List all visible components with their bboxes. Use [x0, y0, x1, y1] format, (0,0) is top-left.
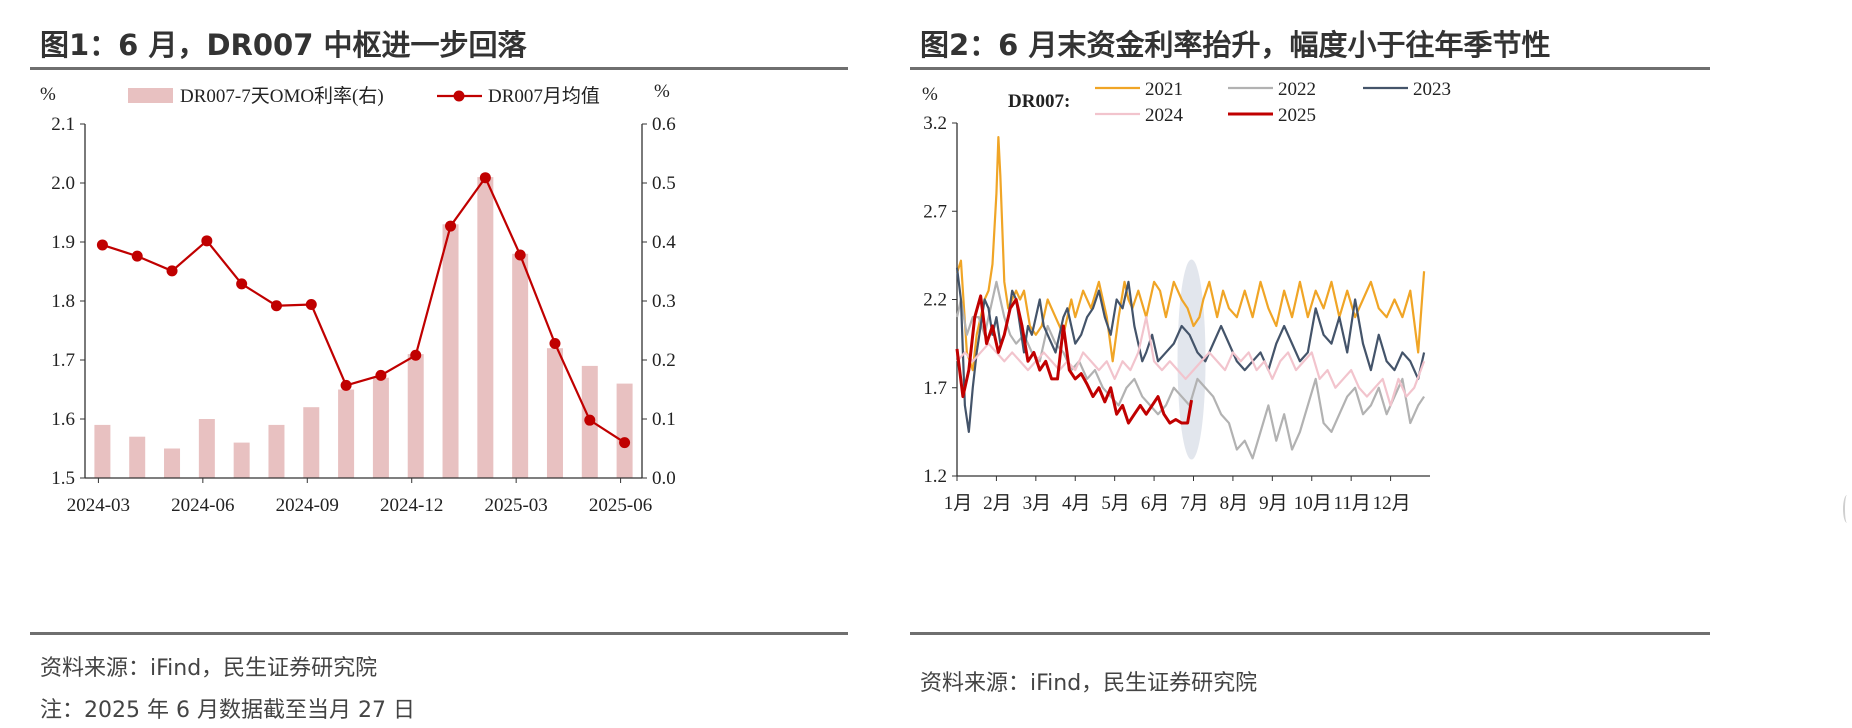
bar — [129, 436, 146, 478]
line-point — [131, 250, 143, 262]
left-tick-label: 1.6 — [51, 409, 75, 430]
line-point — [445, 220, 457, 232]
left-tick-label: 1.7 — [51, 350, 75, 371]
line-point — [340, 379, 352, 391]
x-tick-label: 10月 — [1294, 493, 1332, 514]
bar — [372, 377, 389, 478]
line-point — [305, 299, 317, 311]
right-tick-label: 0.2 — [652, 350, 676, 371]
bar — [94, 424, 111, 478]
left-axis-unit: % — [40, 84, 56, 105]
legend-label: 2023 — [1413, 79, 1451, 100]
right-tick-label: 0.4 — [652, 232, 676, 253]
line-point — [514, 249, 526, 261]
footer-rule — [30, 632, 848, 635]
line-point — [584, 414, 596, 426]
chart-title: 图1：6 月，DR007 中枢进一步回落 — [40, 28, 527, 62]
legend-label: DR007月均值 — [488, 85, 600, 107]
y-tick-label: 2.7 — [923, 201, 947, 222]
left-tick-label: 2.1 — [51, 114, 75, 135]
bar — [233, 442, 250, 478]
x-tick-label: 12月 — [1373, 493, 1411, 514]
x-tick-label: 2024-09 — [276, 495, 339, 516]
x-tick-label: 2024-06 — [171, 495, 234, 516]
right-tick-label: 0.3 — [652, 291, 676, 312]
y-tick-label: 1.2 — [923, 466, 947, 487]
x-tick-label: 4月 — [1062, 493, 1091, 514]
x-tick-label: 7月 — [1180, 493, 1209, 514]
x-tick-label: 3月 — [1023, 493, 1052, 514]
highlight-ellipse — [1177, 259, 1206, 460]
x-tick-label: 2月 — [983, 493, 1012, 514]
x-tick-label: 2024-12 — [380, 495, 443, 516]
series-line-2021 — [955, 136, 1426, 372]
y-tick-label: 3.2 — [923, 113, 947, 134]
left-tick-label: 2.0 — [51, 173, 75, 194]
right-tick-label: 0.6 — [652, 114, 676, 135]
series-line-2024 — [956, 316, 1426, 407]
bar — [303, 407, 320, 478]
x-tick-label: 2025-03 — [484, 495, 547, 516]
edge-decoration — [1843, 495, 1851, 523]
legend-swatch-bar — [128, 88, 173, 103]
bar — [407, 354, 424, 478]
x-tick-label: 11月 — [1334, 493, 1371, 514]
source-note: 资料来源：iFind，民生证券研究院 — [920, 671, 1258, 696]
bar — [268, 424, 285, 478]
x-tick-label: 9月 — [1259, 493, 1288, 514]
right-tick-label: 0.5 — [652, 173, 676, 194]
source-note: 资料来源：iFind，民生证券研究院 — [40, 656, 378, 681]
footnote: 注：2025 年 6 月数据截至当月 27 日 — [40, 698, 415, 723]
series-line-2022 — [955, 280, 1426, 460]
bar — [616, 383, 633, 478]
title-rule — [910, 67, 1710, 70]
y-axis-unit: % — [922, 84, 938, 105]
x-tick-label: 6月 — [1141, 493, 1170, 514]
x-tick-label: 2024-03 — [67, 495, 130, 516]
y-tick-label: 1.7 — [923, 378, 947, 399]
right-tick-label: 0.0 — [652, 468, 676, 489]
y-tick-label: 2.2 — [923, 290, 947, 311]
legend-swatch-marker — [453, 90, 465, 102]
left-tick-label: 1.9 — [51, 232, 75, 253]
x-tick-label: 2025-06 — [589, 495, 652, 516]
bar — [442, 224, 459, 478]
line-point — [410, 349, 422, 361]
series-line-2025 — [955, 294, 1194, 425]
chart-annotation: DR007: — [1008, 91, 1070, 112]
right-axis-unit: % — [654, 81, 670, 102]
line-point — [619, 437, 631, 449]
line-point — [96, 239, 108, 251]
x-tick-label: 1月 — [944, 493, 973, 514]
line-chart: 1.2 1.7 2.2 2.7 3.2% 1月 2月 3月 4月 5月 6月 7月 8月 9月 10月 11月… — [922, 79, 1451, 514]
bar — [477, 177, 494, 478]
legend-label: 2022 — [1278, 79, 1316, 100]
title-rule — [30, 67, 848, 70]
footer-rule — [910, 632, 1710, 635]
bar — [546, 348, 563, 478]
right-tick-label: 0.1 — [652, 409, 676, 430]
line-point — [479, 172, 491, 184]
legend-label: 2024 — [1145, 105, 1184, 126]
bar — [338, 389, 355, 478]
line-point — [166, 265, 178, 277]
bar — [512, 253, 529, 478]
left-tick-label: 1.5 — [51, 468, 75, 489]
legend-label: 2021 — [1145, 79, 1183, 100]
line-point — [549, 337, 561, 349]
line-series — [102, 175, 626, 444]
chart-title: 图2：6 月末资金利率抬升，幅度小于往年季节性 — [920, 28, 1551, 62]
legend-label: 2025 — [1278, 105, 1316, 126]
bar-line-chart: 1.5 1.6 1.7 1.8 1.9 2.0 2.1 0.0 0.1 0.2 0.3 0.4 0.5 0… — [40, 81, 676, 516]
left-tick-label: 1.8 — [51, 291, 75, 312]
line-point — [375, 369, 387, 381]
legend-label: DR007-7天OMO利率(右) — [180, 85, 384, 107]
bar — [198, 419, 215, 478]
line-point — [236, 278, 248, 290]
line-point — [270, 300, 282, 312]
x-tick-label: 5月 — [1101, 493, 1130, 514]
bar — [164, 448, 181, 478]
x-tick-label: 8月 — [1220, 493, 1249, 514]
line-point — [201, 235, 213, 247]
